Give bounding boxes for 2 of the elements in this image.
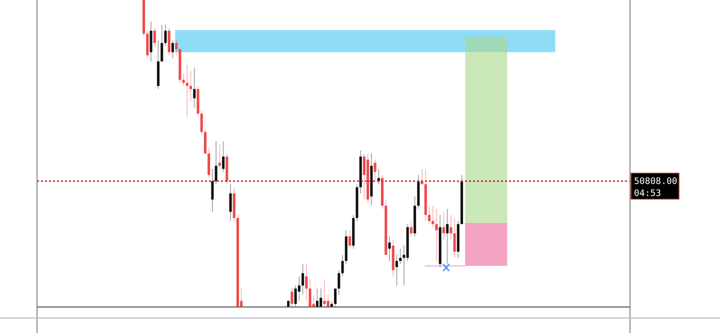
text: 50808.00 (634, 177, 678, 188)
text: 04:53 (634, 189, 662, 200)
